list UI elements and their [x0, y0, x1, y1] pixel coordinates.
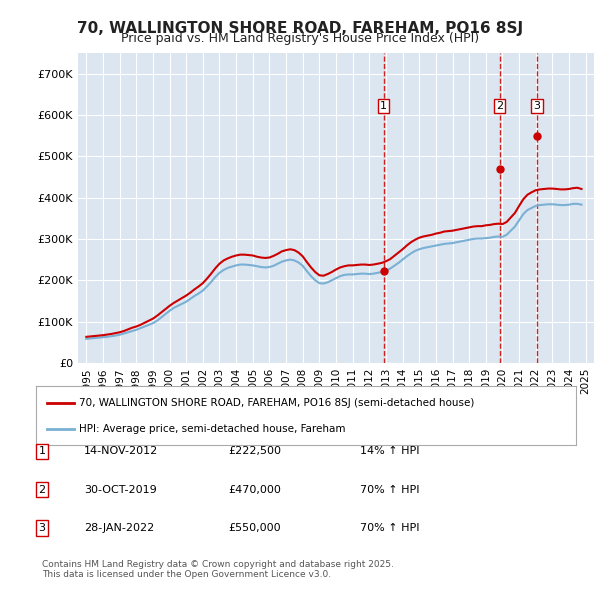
Text: 3: 3	[533, 101, 541, 111]
Text: Contains HM Land Registry data © Crown copyright and database right 2025.
This d: Contains HM Land Registry data © Crown c…	[42, 560, 394, 579]
Text: 70, WALLINGTON SHORE ROAD, FAREHAM, PO16 8SJ (semi-detached house): 70, WALLINGTON SHORE ROAD, FAREHAM, PO16…	[79, 398, 475, 408]
Text: 70% ↑ HPI: 70% ↑ HPI	[360, 523, 419, 533]
Text: 70% ↑ HPI: 70% ↑ HPI	[360, 485, 419, 494]
Text: 14-NOV-2012: 14-NOV-2012	[84, 447, 158, 456]
Text: 1: 1	[380, 101, 387, 111]
Text: £470,000: £470,000	[228, 485, 281, 494]
Text: 2: 2	[38, 485, 46, 494]
Text: 28-JAN-2022: 28-JAN-2022	[84, 523, 154, 533]
Text: 30-OCT-2019: 30-OCT-2019	[84, 485, 157, 494]
Text: £222,500: £222,500	[228, 447, 281, 456]
Text: 2: 2	[496, 101, 503, 111]
Text: £550,000: £550,000	[228, 523, 281, 533]
Text: 3: 3	[38, 523, 46, 533]
Text: 1: 1	[38, 447, 46, 456]
Text: 70, WALLINGTON SHORE ROAD, FAREHAM, PO16 8SJ: 70, WALLINGTON SHORE ROAD, FAREHAM, PO16…	[77, 21, 523, 35]
Text: HPI: Average price, semi-detached house, Fareham: HPI: Average price, semi-detached house,…	[79, 424, 346, 434]
Text: 14% ↑ HPI: 14% ↑ HPI	[360, 447, 419, 456]
Text: Price paid vs. HM Land Registry's House Price Index (HPI): Price paid vs. HM Land Registry's House …	[121, 32, 479, 45]
